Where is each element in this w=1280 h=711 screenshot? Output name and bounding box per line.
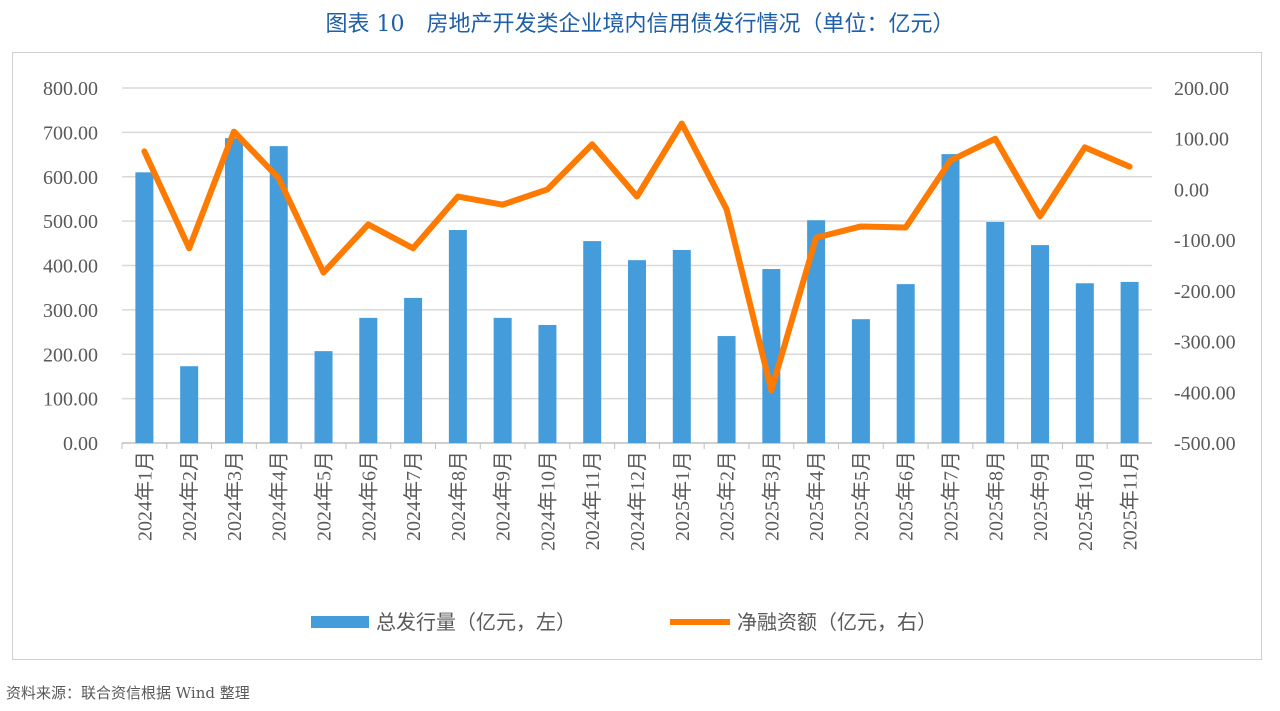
legend-bar-label: 总发行量（亿元，左） xyxy=(376,611,576,634)
left-tick-label: 500.00 xyxy=(43,211,98,233)
x-tick-label: 2024年11月 xyxy=(581,451,604,550)
bar xyxy=(851,319,870,443)
bar xyxy=(314,351,333,443)
bar xyxy=(1075,283,1094,443)
bar xyxy=(493,317,512,443)
x-tick-label: 2024年12月 xyxy=(626,451,649,551)
bar xyxy=(538,324,557,443)
bar xyxy=(404,297,423,443)
x-tick-label: 2024年5月 xyxy=(313,451,336,541)
bar xyxy=(180,366,199,443)
left-tick-label: 600.00 xyxy=(43,167,98,189)
x-tick-label: 2024年9月 xyxy=(492,451,515,541)
right-tick-label: -300.00 xyxy=(1174,332,1236,354)
right-tick-label: 0.00 xyxy=(1174,179,1209,201)
x-tick-label: 2025年9月 xyxy=(1029,451,1052,541)
bar xyxy=(583,241,602,443)
x-tick-label: 2024年8月 xyxy=(447,451,470,541)
right-tick-label: 200.00 xyxy=(1174,78,1229,100)
x-tick-label: 2025年7月 xyxy=(939,451,962,541)
source-note: 资料来源：联合资信根据 Wind 整理 xyxy=(6,684,250,702)
bar xyxy=(672,249,691,443)
left-tick-label: 800.00 xyxy=(43,78,98,100)
left-tick-label: 0.00 xyxy=(63,433,98,455)
bar xyxy=(762,269,781,443)
right-tick-label: -200.00 xyxy=(1174,281,1236,303)
bar xyxy=(135,172,154,443)
x-tick-label: 2025年1月 xyxy=(671,451,694,541)
chart-title: 图表 10 房地产开发类企业境内信用债发行情况（单位：亿元） xyxy=(325,12,955,37)
x-tick-label: 2024年1月 xyxy=(133,451,156,541)
left-tick-label: 400.00 xyxy=(43,256,98,278)
bar xyxy=(359,317,378,443)
bar xyxy=(628,260,646,443)
left-tick-label: 700.00 xyxy=(43,122,98,144)
legend-line-label: 净融资额（亿元，右） xyxy=(737,611,937,634)
x-tick-label: 2025年2月 xyxy=(716,451,739,541)
bar xyxy=(224,138,243,444)
left-tick-label: 200.00 xyxy=(43,344,98,366)
left-tick-label: 100.00 xyxy=(43,389,98,411)
x-tick-label: 2025年10月 xyxy=(1074,451,1097,551)
x-tick-label: 2025年8月 xyxy=(984,451,1007,541)
bar xyxy=(717,336,736,443)
bar xyxy=(269,146,288,443)
bar xyxy=(1120,281,1139,443)
x-tick-label: 2024年4月 xyxy=(268,451,291,541)
bar xyxy=(1031,245,1050,443)
bar xyxy=(941,154,960,443)
right-tick-label: -500.00 xyxy=(1174,433,1236,455)
x-tick-label: 2024年3月 xyxy=(223,451,246,541)
bar xyxy=(807,220,826,443)
right-tick-label: -100.00 xyxy=(1174,230,1236,252)
x-tick-label: 2024年10月 xyxy=(536,451,559,551)
legend-bar-swatch xyxy=(311,616,369,628)
x-tick-label: 2024年6月 xyxy=(357,451,380,541)
right-tick-label: -400.00 xyxy=(1174,382,1236,404)
x-tick-label: 2024年2月 xyxy=(178,451,201,541)
x-tick-label: 2025年4月 xyxy=(805,451,828,541)
bar xyxy=(448,230,467,443)
right-tick-label: 100.00 xyxy=(1174,129,1229,151)
x-tick-label: 2025年11月 xyxy=(1119,451,1142,550)
chart-frame xyxy=(12,52,1262,660)
bar xyxy=(986,222,1005,443)
x-tick-label: 2024年7月 xyxy=(402,451,425,541)
bar xyxy=(896,284,915,443)
x-tick-label: 2025年3月 xyxy=(760,451,783,541)
left-tick-label: 300.00 xyxy=(43,300,98,322)
x-tick-label: 2025年5月 xyxy=(850,451,873,541)
x-tick-label: 2025年6月 xyxy=(895,451,918,541)
